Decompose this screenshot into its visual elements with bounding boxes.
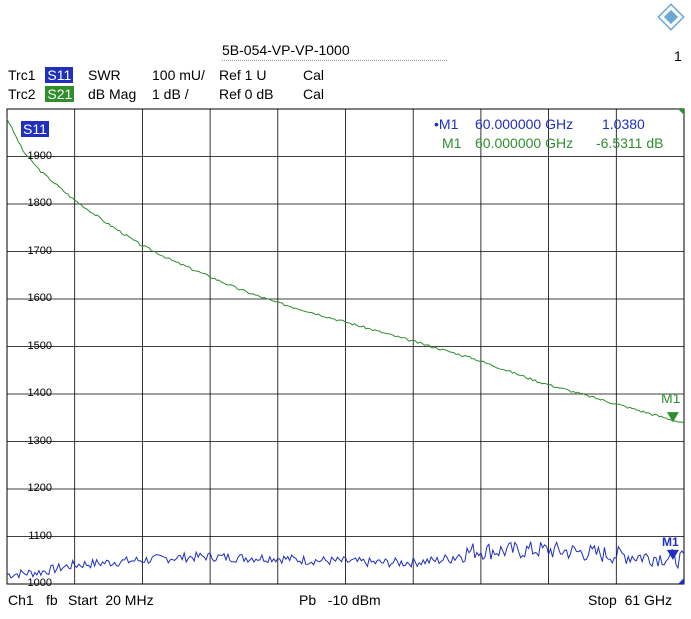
marker-dot: • (434, 116, 439, 132)
trace-1-scale: 100 mU/ (152, 67, 205, 83)
footer-stop: Stop 61 GHz (588, 592, 673, 608)
marker-1-freq: 60.000000 GHz (475, 116, 574, 132)
trace-param-badge[interactable]: S21 (45, 86, 75, 102)
trace-param-badge[interactable]: S11 (45, 67, 74, 83)
footer-channel: Ch1 (8, 592, 34, 608)
y-tick-label: 1000 (27, 577, 52, 589)
chart-title: 5B-054-VP-VP-1000 (222, 42, 350, 58)
trace-row-2: Trc2 S21 (8, 86, 75, 102)
series-line-s21 (6, 118, 685, 424)
trace-row-1: Trc1 S11 (8, 67, 74, 83)
y-tick-label: 1100 (28, 529, 52, 542)
marker-readout-1: •M1 (434, 116, 458, 132)
plot-trace-label: S11 (21, 121, 49, 137)
y-tick-label: 1500 (27, 339, 52, 352)
trace-name: Trc1 (8, 67, 36, 83)
marker-2-freq: 60.000000 GHz (475, 135, 574, 151)
trace-2-ref: Ref 0 dB (219, 86, 274, 102)
marker-triangle-blue (666, 549, 679, 560)
marker-readout-2: M1 (442, 135, 462, 151)
trace-2-format: dB Mag (88, 86, 137, 102)
page-number: 1 (674, 48, 682, 64)
trace-name: Trc2 (8, 86, 36, 102)
series-line-s11 (6, 540, 685, 580)
marker-triangle-green (666, 412, 679, 423)
trace-2-cal: Cal (303, 86, 325, 102)
footer-fb: fb (46, 592, 58, 608)
y-tick-label: 1700 (27, 244, 52, 257)
ref-marker-blue (678, 578, 684, 584)
marker-tag-green: M1 (661, 390, 681, 406)
marker-1-value: 1.0380 (602, 116, 645, 132)
y-tick-label: 1600 (27, 292, 52, 304)
y-tick-label: 1900 (27, 149, 52, 162)
footer-power: Pb -10 dBm (299, 592, 381, 608)
marker-name: M1 (438, 116, 459, 132)
y-tick-label: 1200 (27, 482, 52, 494)
marker-2-value: -6.5311 dB (596, 135, 664, 151)
marker-tag-blue: M1 (662, 535, 679, 549)
title-underline (222, 60, 447, 61)
footer-start: Start 20 MHz (68, 592, 154, 608)
trace-1-format: SWR (88, 67, 121, 83)
trace-1-ref: Ref 1 U (219, 67, 267, 83)
y-tick-label: 1800 (27, 197, 52, 209)
ref-marker-green (678, 109, 684, 115)
trace-2-scale: 1 dB / (152, 86, 189, 102)
trace-1-cal: Cal (303, 67, 325, 83)
rohde-schwarz-logo (656, 2, 686, 32)
y-tick-label: 1400 (27, 387, 52, 399)
y-tick-label: 1300 (27, 434, 52, 447)
